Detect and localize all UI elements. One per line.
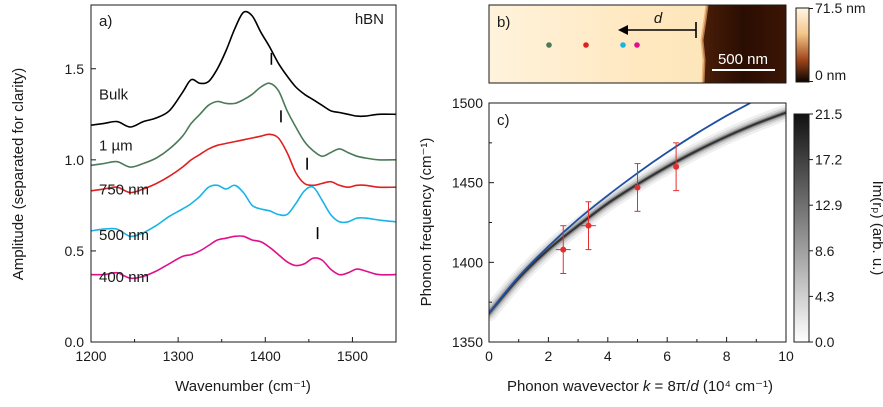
data-point-2 <box>634 184 641 191</box>
y-tick-label-0: 0.0 <box>65 334 85 350</box>
series-line-3 <box>91 184 396 238</box>
panel-a-x-ticks: 1200 1300 1400 1500 <box>75 337 368 364</box>
y-tick-label-3: 1.5 <box>65 61 85 77</box>
panel-a-label: a) <box>99 13 112 30</box>
c-y-tick-label-2: 1450 <box>452 175 483 191</box>
afm-image-edge <box>700 4 709 84</box>
d-label: d <box>654 10 663 27</box>
theory-band-layer-1 <box>489 107 786 319</box>
data-point-1 <box>585 222 592 229</box>
theory-band-layer-3 <box>489 110 786 316</box>
c-x-tick-label-0: 0 <box>485 348 493 364</box>
panel-a-annotation: hBN <box>355 11 384 28</box>
panel-b: d 500 nm b) 71.5 nm 0 nm <box>488 0 866 84</box>
panel-a-frame <box>90 4 397 343</box>
panel-a-y-axis-label: Amplitude (separated for clarity) <box>10 68 27 281</box>
panel-c-x-axis-label: Phonon wavevector k = 8π/d (10⁴ cm⁻¹) <box>507 378 773 395</box>
im-colorbar <box>793 113 810 343</box>
c-y-tick-label-3: 1500 <box>452 95 483 111</box>
panel-c-y-ticks: 1350 1400 1450 1500 <box>452 95 494 350</box>
series-label-1: 1 µm <box>99 138 133 155</box>
c-x-tick-label-2: 4 <box>604 348 612 364</box>
panel-c-label: c) <box>497 112 510 129</box>
panel-a-x-axis-label: Wavenumber (cm⁻¹) <box>175 378 311 395</box>
panel-c-frame <box>488 102 787 343</box>
im-colorbar-ticks: 0.0 4.3 8.6 12.9 17.2 21.5 <box>809 106 842 350</box>
panel-a-peak-markers <box>270 52 319 240</box>
panel-c-y-axis-label: Phonon frequency (cm⁻¹) <box>418 138 435 307</box>
series-line-2 <box>91 133 396 194</box>
series-line-4 <box>91 235 396 280</box>
cb-tick-label-0: 0.0 <box>815 334 835 350</box>
position-dot-2 <box>620 42 626 48</box>
position-dot-3 <box>634 42 640 48</box>
panel-a-y-ticks: 0.0 0.5 1.0 1.5 <box>65 61 96 350</box>
c-x-tick-label-1: 2 <box>545 348 553 364</box>
c-y-tick-label-1: 1400 <box>452 254 483 270</box>
c-x-tick-label-3: 6 <box>663 348 671 364</box>
panel-c-x-ticks: 0 2 4 6 8 10 <box>485 337 794 364</box>
data-point-3 <box>673 163 680 170</box>
c-y-tick-label-0: 1350 <box>452 334 483 350</box>
x-tick-label-2: 1400 <box>250 348 281 364</box>
series-label-2: 750 nm <box>99 181 149 198</box>
y-tick-label-2: 1.0 <box>65 152 85 168</box>
cb-tick-label-4: 17.2 <box>815 152 842 168</box>
scale-bar-label: 500 nm <box>718 51 768 68</box>
x-tick-label-3: 1500 <box>337 348 368 364</box>
y-tick-label-1: 0.5 <box>65 243 85 259</box>
series-line-0 <box>91 10 396 128</box>
cb-tick-label-3: 12.9 <box>815 197 842 213</box>
x-tick-label-0: 1200 <box>75 348 106 364</box>
position-dot-0 <box>546 42 552 48</box>
cb-tick-label-1: 4.3 <box>815 288 835 304</box>
theory-line <box>489 103 751 314</box>
panel-b-label: b) <box>497 14 510 31</box>
panel-b-dots <box>546 42 640 48</box>
panel-a-series <box>91 10 396 280</box>
c-x-tick-label-5: 10 <box>778 348 794 364</box>
cb-tick-label-2: 8.6 <box>815 243 835 259</box>
d-arrow-head <box>618 25 628 35</box>
afm-colorbar-max: 71.5 nm <box>815 0 866 16</box>
panel-a-series-labels: Bulk 1 µm 750 nm 500 nm 400 nm <box>99 87 149 286</box>
panel-b-frame <box>488 4 787 84</box>
theory-band-layer-2 <box>489 109 786 317</box>
theory-band-layer-4 <box>489 111 786 315</box>
c-x-tick-label-4: 8 <box>723 348 731 364</box>
afm-colorbar <box>795 7 810 83</box>
panel-c: 0 2 4 6 8 10 1350 1400 1450 1500 c) Phonon wavev… <box>418 95 883 395</box>
series-label-4: 400 nm <box>99 269 149 286</box>
cb-tick-label-5: 21.5 <box>815 106 842 122</box>
theory-band-layer-0 <box>489 104 786 322</box>
series-line-1 <box>91 82 396 168</box>
afm-image-flake <box>702 5 786 83</box>
afm-colorbar-min: 0 nm <box>815 67 846 83</box>
im-colorbar-label: Im(rₚ) (arb. u.) <box>869 181 883 276</box>
position-dot-1 <box>583 42 589 48</box>
x-tick-label-1: 1300 <box>163 348 194 364</box>
series-label-0: Bulk <box>99 87 129 104</box>
data-point-0 <box>560 246 567 253</box>
theory-curve <box>489 103 751 314</box>
series-label-3: 500 nm <box>99 227 149 244</box>
theory-band <box>489 104 786 322</box>
data-points <box>555 142 680 274</box>
